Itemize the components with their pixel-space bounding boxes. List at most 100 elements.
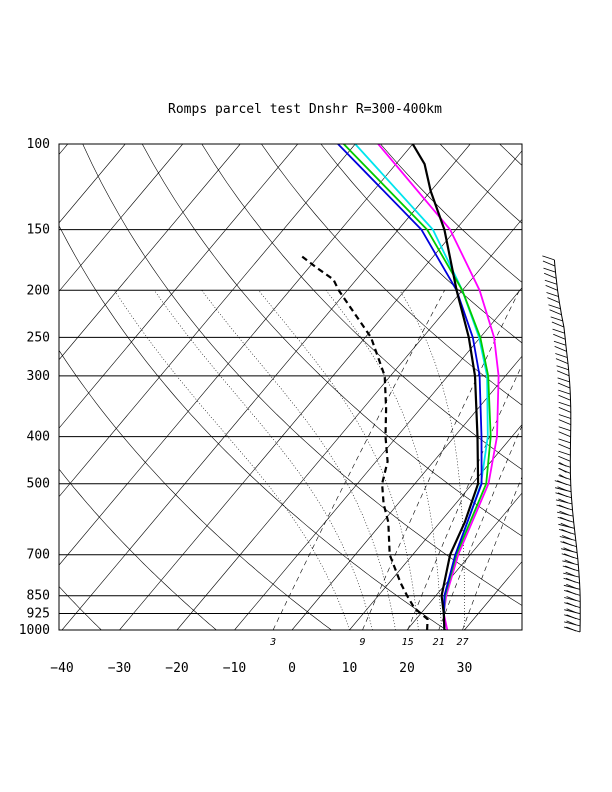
moist-adiabat-line bbox=[325, 290, 442, 630]
wind-barb bbox=[558, 455, 571, 462]
wind-barb bbox=[553, 340, 567, 346]
pressure-label-700: 700 bbox=[27, 548, 50, 563]
wind-barb-flag bbox=[559, 474, 567, 479]
wind-barb bbox=[564, 621, 581, 627]
isotherm-line bbox=[176, 218, 522, 630]
wind-barb bbox=[557, 377, 570, 383]
mixing-ratio-line bbox=[462, 476, 522, 630]
wind-barb-flag bbox=[566, 614, 577, 620]
dry-adiabat-line bbox=[439, 144, 522, 224]
wind-barb bbox=[551, 321, 565, 328]
wind-barb bbox=[563, 572, 580, 578]
wind-barb bbox=[562, 560, 579, 566]
isotherm-line bbox=[406, 492, 522, 630]
wind-barb bbox=[542, 260, 556, 267]
wind-barb-flag bbox=[566, 602, 577, 607]
pressure-label-250: 250 bbox=[27, 330, 50, 345]
isotherm-line bbox=[59, 144, 241, 361]
wind-barb bbox=[542, 255, 555, 261]
wind-barb bbox=[558, 426, 571, 432]
wind-barb-flag bbox=[559, 468, 567, 473]
pressure-label-1000: 1000 bbox=[19, 623, 50, 638]
pressure-label-200: 200 bbox=[27, 283, 50, 298]
wind-barb bbox=[549, 309, 562, 316]
wind-barb bbox=[556, 511, 574, 517]
wind-barb bbox=[547, 297, 560, 303]
temperature-label: −20 bbox=[165, 661, 188, 676]
mixing-ratio-line bbox=[438, 425, 522, 630]
wind-barb bbox=[558, 523, 575, 529]
wind-barb bbox=[558, 450, 571, 456]
wind-barb-flag bbox=[566, 608, 577, 614]
temperature-label: 30 bbox=[457, 661, 473, 676]
isotherm-line bbox=[234, 287, 522, 630]
wind-barb bbox=[564, 609, 581, 615]
wind-barb bbox=[553, 333, 566, 340]
wind-barb bbox=[558, 419, 571, 425]
background-isopleths bbox=[59, 144, 522, 630]
wind-barb bbox=[546, 292, 559, 297]
mixing-ratio-label: 21 bbox=[433, 637, 445, 648]
wind-barb bbox=[544, 272, 557, 279]
wind-barb bbox=[558, 414, 571, 419]
moist-adiabat-line bbox=[201, 290, 396, 630]
wind-barb-flag bbox=[565, 571, 576, 577]
chart-title: Romps parcel test Dnshr R=300-400km bbox=[168, 102, 442, 117]
wind-barb-flag bbox=[564, 559, 575, 565]
isobar-lines bbox=[59, 143, 522, 631]
wind-barb bbox=[556, 370, 570, 377]
pressure-label-500: 500 bbox=[27, 477, 50, 492]
wind-barb-flag bbox=[558, 461, 567, 467]
sounding-series bbox=[300, 144, 500, 630]
wind-barb-flag bbox=[566, 590, 577, 595]
wind-barb-flag bbox=[566, 596, 577, 601]
wind-barb-flag bbox=[566, 583, 577, 589]
wind-barb bbox=[555, 499, 573, 505]
temperature-label: −10 bbox=[223, 661, 246, 676]
dry-adiabat-line bbox=[499, 144, 522, 166]
isotherm-line bbox=[119, 150, 522, 630]
pressure-label-300: 300 bbox=[27, 369, 50, 384]
wind-barb-profile bbox=[542, 255, 581, 633]
isotherm-line bbox=[59, 144, 126, 224]
mixing-ratio-labels: 3 9 15 21 27 bbox=[269, 637, 468, 648]
series-parcel-green bbox=[343, 144, 492, 630]
wind-barb-flag bbox=[565, 565, 575, 571]
mixing-ratio-line bbox=[362, 290, 520, 630]
wind-barb bbox=[558, 443, 571, 450]
moist-adiabat-line bbox=[154, 290, 373, 630]
mixing-ratio-label: 9 bbox=[360, 637, 366, 648]
wind-barb bbox=[557, 382, 571, 389]
moist-adiabat-line bbox=[114, 290, 350, 630]
wind-barb-flag bbox=[565, 577, 576, 583]
isotherm-line bbox=[59, 144, 183, 292]
wind-barb-flag bbox=[558, 498, 569, 504]
series-environment-temperature bbox=[411, 144, 480, 630]
wind-barb bbox=[554, 346, 567, 352]
wind-barb bbox=[555, 358, 569, 364]
wind-barb-flag bbox=[557, 486, 568, 492]
dry-adiabat-line bbox=[261, 144, 522, 406]
dry-adiabat-line bbox=[59, 586, 102, 630]
wind-barb bbox=[556, 365, 569, 371]
wind-barb-flag bbox=[566, 626, 577, 632]
wind-barb-flag bbox=[561, 529, 572, 534]
temperature-label: 20 bbox=[399, 661, 415, 676]
isotherm-line bbox=[349, 424, 522, 630]
wind-barb-flag bbox=[558, 504, 569, 510]
wind-barb bbox=[558, 394, 571, 401]
pressure-label-925: 925 bbox=[27, 607, 50, 622]
isotherm-line bbox=[61, 144, 471, 630]
wind-profile-line bbox=[553, 259, 581, 633]
dry-adiabat-line bbox=[141, 144, 522, 537]
pressure-label-150: 150 bbox=[27, 223, 50, 238]
wind-barb bbox=[555, 487, 572, 493]
wind-barb-flag bbox=[562, 535, 572, 540]
wind-barb bbox=[555, 353, 568, 358]
temperature-axis-labels: −40 −30 −20 −10 0 10 20 30 bbox=[50, 661, 472, 676]
temperature-label: 0 bbox=[288, 661, 296, 676]
wind-barb bbox=[559, 536, 576, 541]
temperature-label: 10 bbox=[342, 661, 358, 676]
